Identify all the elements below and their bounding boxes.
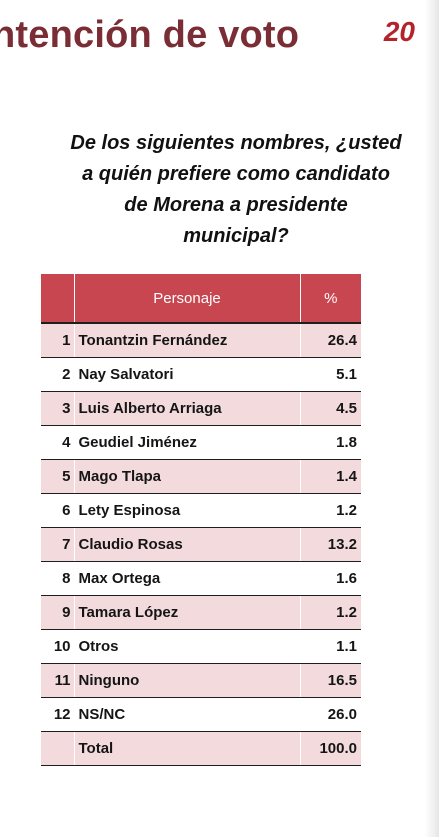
number-column-header	[41, 274, 74, 324]
row-number: 8	[41, 561, 74, 596]
page-title: ntención de voto	[0, 14, 300, 56]
name-column-header: Personaje	[73, 274, 300, 324]
table-row: 6 Lety Espinosa 1.2	[41, 493, 361, 528]
row-percent: 1.4	[299, 459, 361, 494]
row-percent: 1.6	[299, 561, 361, 596]
row-percent: 5.1	[299, 357, 361, 392]
survey-question: De los siguientes nombres, ¿usted a quié…	[58, 128, 414, 252]
row-number: 11	[41, 663, 74, 698]
question-line: de Morena a presidente	[124, 194, 348, 216]
row-number: 7	[41, 527, 74, 562]
row-number: 12	[41, 697, 74, 732]
table-row: 7 Claudio Rosas 13.2	[41, 527, 361, 562]
table-row: 11 Ninguno 16.5	[41, 663, 361, 698]
row-name: Tonantzin Fernández	[73, 323, 300, 358]
row-percent: 26.0	[299, 697, 361, 732]
table-row: 9 Tamara López 1.2	[41, 595, 361, 630]
question-line: municipal?	[183, 225, 289, 247]
row-percent: 1.1	[299, 629, 361, 664]
row-number: 9	[41, 595, 74, 630]
row-percent: 13.2	[299, 527, 361, 562]
row-name: Luis Alberto Arriaga	[73, 391, 300, 426]
table-row: 12 NS/NC 26.0	[41, 697, 361, 732]
table-row: 5 Mago Tlapa 1.4	[41, 459, 361, 494]
row-number: 10	[41, 629, 74, 664]
row-number: 3	[41, 391, 74, 426]
row-name: Geudiel Jiménez	[73, 425, 300, 460]
row-name: Claudio Rosas	[73, 527, 300, 562]
row-percent: 16.5	[299, 663, 361, 698]
row-name: Ninguno	[73, 663, 300, 698]
row-percent: 100.0	[299, 731, 361, 766]
row-percent: 1.2	[299, 493, 361, 528]
row-name: Mago Tlapa	[73, 459, 300, 494]
table-row: 8 Max Ortega 1.6	[41, 561, 361, 596]
row-number: 2	[41, 357, 74, 392]
row-percent: 4.5	[299, 391, 361, 426]
row-percent: 1.2	[299, 595, 361, 630]
page-number: 20	[383, 16, 415, 47]
row-name: Lety Espinosa	[73, 493, 300, 528]
row-name: NS/NC	[73, 697, 300, 732]
table-row: 10 Otros 1.1	[41, 629, 361, 664]
row-percent: 1.8	[299, 425, 361, 460]
page-edge-shadow	[425, 0, 439, 837]
row-number: 1	[41, 323, 74, 358]
row-number: 4	[41, 425, 74, 460]
table-row: 3 Luis Alberto Arriaga 4.5	[41, 391, 361, 426]
table-row: Total 100.0	[41, 731, 361, 766]
row-name: Otros	[73, 629, 300, 664]
row-name: Max Ortega	[73, 561, 300, 596]
percent-column-header: %	[299, 274, 361, 324]
table-body: 1 Tonantzin Fernández 26.4 2 Nay Salvatori 5.…	[41, 323, 361, 766]
row-number: 6	[41, 493, 74, 528]
row-name: Tamara López	[73, 595, 300, 630]
table-row: 2 Nay Salvatori 5.1	[41, 357, 361, 392]
row-name: Nay Salvatori	[73, 357, 300, 392]
row-number	[41, 731, 74, 766]
row-number: 5	[41, 459, 74, 494]
table-row: 4 Geudiel Jiménez 1.8	[41, 425, 361, 460]
question-line: De los siguientes nombres, ¿usted	[70, 132, 402, 154]
table-header-row: Personaje %	[41, 274, 361, 324]
table-row: 1 Tonantzin Fernández 26.4	[41, 323, 361, 358]
row-name: Total	[73, 731, 300, 766]
question-line: a quién prefiere como candidato	[82, 163, 390, 185]
row-percent: 26.4	[299, 323, 361, 358]
results-table: Personaje % 1 Tonantzin Fernández 26.4 2 Nay…	[41, 274, 361, 766]
